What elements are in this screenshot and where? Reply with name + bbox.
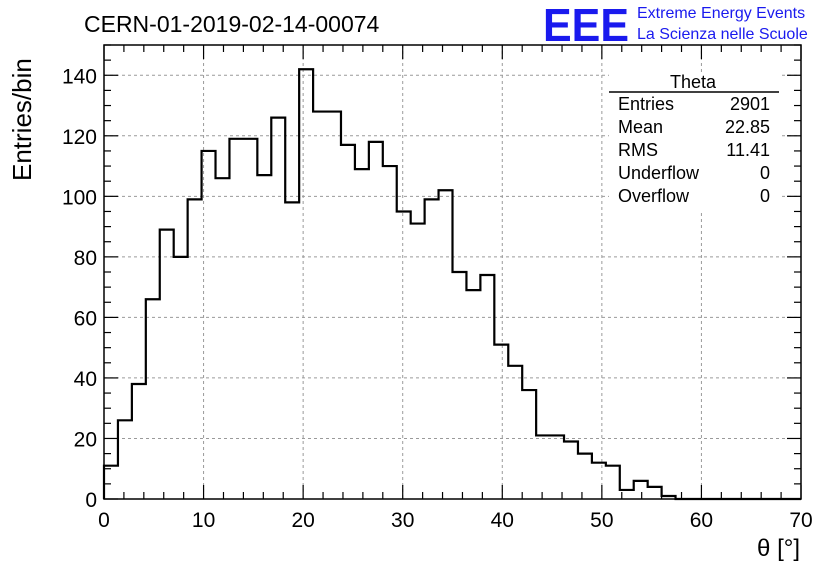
stats-label-mean: Mean — [618, 117, 663, 137]
histogram-bin-17 — [341, 145, 355, 499]
stats-label-underflow: Underflow — [618, 163, 700, 183]
histogram-bin-27 — [480, 275, 494, 499]
histogram-bin-8 — [216, 178, 230, 499]
y-tick-label-0: 0 — [85, 489, 97, 512]
stats-value-mean: 22.85 — [725, 117, 770, 137]
stats-label-overflow: Overflow — [618, 186, 690, 206]
y-tick-label-120: 120 — [62, 126, 97, 149]
y-tick-label-100: 100 — [62, 186, 97, 209]
histogram-bin-29 — [508, 366, 522, 499]
histogram-bin-28 — [494, 345, 508, 499]
histogram-bin-39 — [648, 487, 662, 499]
stats-label-rms: RMS — [618, 140, 658, 160]
x-tick-label-10: 10 — [192, 509, 215, 532]
histogram-bin-38 — [634, 481, 648, 499]
stats-label-entries: Entries — [618, 94, 674, 114]
y-tick-label-40: 40 — [74, 368, 97, 391]
logo-mark: EEE — [543, 0, 629, 51]
histogram-bin-11 — [257, 175, 271, 499]
y-tick-label-20: 20 — [74, 428, 97, 451]
axis-ticks — [103, 44, 802, 500]
histogram-bin-32 — [550, 435, 564, 499]
y-tick-labels: 0 20 40 60 80 100 120 140 — [62, 65, 97, 512]
histogram-bin-34 — [578, 454, 592, 499]
histogram-bin-4 — [160, 230, 174, 499]
stats-value-rms: 11.41 — [726, 140, 770, 160]
logo-line-1: Extreme Energy Events — [637, 5, 805, 22]
histogram-bin-36 — [606, 466, 620, 499]
histogram-bin-35 — [592, 463, 606, 499]
histogram-bin-23 — [425, 199, 439, 499]
histogram-bin-33 — [564, 441, 578, 499]
histogram-bin-24 — [439, 190, 453, 499]
histogram-outline — [102, 68, 801, 501]
x-tick-label-50: 50 — [590, 509, 613, 532]
logo-line-2: La Scienza nelle Scuole — [637, 26, 808, 43]
stats-box-background — [609, 72, 779, 212]
histogram-bin-31 — [536, 435, 550, 499]
histogram-bin-22 — [411, 224, 425, 499]
histogram-bin-26 — [466, 290, 480, 499]
histogram-bin-18 — [355, 169, 369, 499]
histogram-bin-14 — [299, 69, 313, 499]
x-tick-labels: 0 10 20 30 40 50 60 70 — [98, 509, 813, 532]
histogram-bin-20 — [383, 166, 397, 499]
eee-logo: EEE Extreme Energy Events La Scienza nel… — [543, 0, 808, 51]
y-tick-label-140: 140 — [62, 65, 97, 88]
histogram-bin-15 — [313, 112, 327, 499]
y-tick-label-60: 60 — [74, 307, 97, 330]
x-tick-label-30: 30 — [391, 509, 414, 532]
x-tick-label-0: 0 — [98, 509, 110, 532]
histogram-bin-1 — [118, 420, 132, 499]
histogram-bin-25 — [453, 272, 467, 499]
y-axis-title: Entries/bin — [7, 58, 37, 181]
x-axis-title: θ [°] — [757, 535, 800, 562]
y-tick-label-80: 80 — [74, 247, 97, 270]
x-tick-label-60: 60 — [690, 509, 713, 532]
histogram-bin-9 — [229, 139, 243, 499]
x-tick-label-40: 40 — [491, 509, 514, 532]
stats-value-overflow: 0 — [760, 186, 770, 206]
x-tick-label-20: 20 — [291, 509, 314, 532]
histogram-bin-16 — [327, 112, 341, 499]
histogram-bin-19 — [369, 142, 383, 499]
histogram-bins — [104, 69, 676, 499]
stats-title: Theta — [670, 72, 717, 92]
histogram-bin-5 — [174, 257, 188, 499]
histogram-bin-30 — [522, 390, 536, 499]
plot-frame — [103, 44, 802, 500]
histogram-bin-3 — [146, 299, 160, 499]
x-tick-label-70: 70 — [789, 509, 812, 532]
histogram-bin-12 — [271, 118, 285, 499]
histogram-bin-2 — [132, 384, 146, 499]
stats-box: Theta Entries 2901 Mean 22.85 RMS 11.41 … — [609, 72, 779, 212]
histogram-bin-13 — [285, 202, 299, 499]
histogram-bin-21 — [397, 211, 411, 499]
histogram-bin-0 — [104, 466, 118, 499]
stats-value-entries: 2901 — [730, 94, 770, 114]
histogram-bin-10 — [243, 139, 257, 499]
stats-value-underflow: 0 — [760, 163, 770, 183]
chart-title: CERN-01-2019-02-14-00074 — [84, 11, 380, 37]
histogram-bin-6 — [188, 199, 202, 499]
